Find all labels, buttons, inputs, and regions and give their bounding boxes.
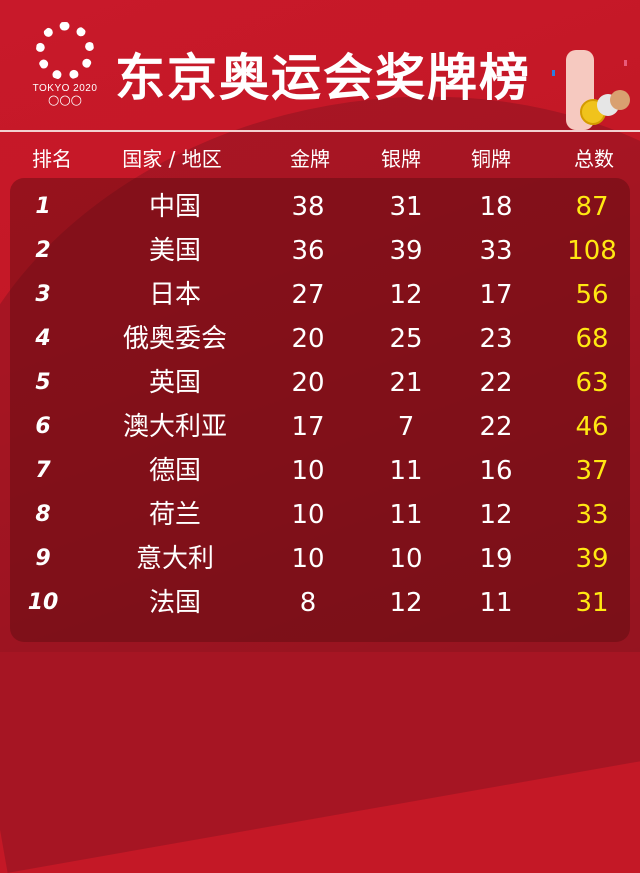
cell-bronze: 12 bbox=[479, 500, 513, 530]
cell-silver: 25 bbox=[389, 324, 423, 354]
cell-gold: 20 bbox=[291, 324, 325, 354]
col-rank: 排名 bbox=[32, 147, 72, 171]
table-row: 6 澳大利亚 17 7 22 46 bbox=[0, 405, 640, 449]
logo-text: TOKYO 2020 bbox=[32, 83, 98, 94]
cell-silver: 11 bbox=[389, 456, 423, 486]
cell-total: 39 bbox=[575, 544, 609, 574]
table-panel bbox=[10, 178, 630, 642]
cell-silver: 11 bbox=[389, 500, 423, 530]
cell-total: 68 bbox=[575, 324, 609, 354]
cell-total: 87 bbox=[575, 192, 609, 222]
cell-silver: 39 bbox=[389, 236, 423, 266]
col-gold: 金牌 bbox=[290, 147, 330, 171]
cell-rank: 4 bbox=[35, 326, 51, 351]
cell-rank: 1 bbox=[35, 194, 51, 219]
cell-silver: 10 bbox=[389, 544, 423, 574]
cell-gold: 8 bbox=[299, 588, 317, 618]
cell-total: 108 bbox=[567, 236, 617, 266]
cell-bronze: 17 bbox=[479, 280, 513, 310]
cell-rank: 8 bbox=[35, 502, 51, 527]
cell-country: 澳大利亚 bbox=[122, 412, 228, 442]
table-row: 1 中国 38 31 18 87 bbox=[0, 185, 640, 229]
cell-gold: 10 bbox=[291, 456, 325, 486]
table-row: 9 意大利 10 10 19 39 bbox=[0, 537, 640, 581]
cell-country: 英国 bbox=[148, 368, 202, 398]
cell-rank: 6 bbox=[35, 414, 51, 439]
cell-silver: 21 bbox=[389, 368, 423, 398]
cell-country: 法国 bbox=[148, 588, 202, 618]
cell-country: 日本 bbox=[148, 280, 202, 310]
cell-bronze: 33 bbox=[479, 236, 513, 266]
cell-bronze: 11 bbox=[479, 588, 513, 618]
cell-rank: 3 bbox=[35, 282, 51, 307]
page-title: 东京奥运会奖牌榜 bbox=[115, 49, 531, 107]
tokyo-2020-logo: TOKYO 2020 ○○○ bbox=[30, 22, 100, 122]
table-row: 7 德国 10 11 16 37 bbox=[0, 449, 640, 493]
cell-rank: 7 bbox=[35, 458, 51, 483]
cell-silver: 31 bbox=[389, 192, 423, 222]
cell-country: 中国 bbox=[148, 192, 202, 222]
cell-silver: 7 bbox=[397, 412, 415, 442]
col-bronze: 铜牌 bbox=[471, 147, 511, 171]
cell-rank: 10 bbox=[27, 590, 59, 615]
cell-gold: 10 bbox=[291, 544, 325, 574]
cell-country: 意大利 bbox=[135, 544, 215, 574]
cell-country: 德国 bbox=[148, 456, 202, 486]
cell-silver: 12 bbox=[389, 280, 423, 310]
cell-total: 33 bbox=[575, 500, 609, 530]
emblem-icon bbox=[36, 22, 94, 80]
cell-gold: 17 bbox=[291, 412, 325, 442]
table-row: 3 日本 27 12 17 56 bbox=[0, 273, 640, 317]
col-country: 国家 / 地区 bbox=[122, 147, 222, 171]
cell-bronze: 16 bbox=[479, 456, 513, 486]
table-row: 10 法国 8 12 11 31 bbox=[0, 581, 640, 625]
cell-total: 31 bbox=[575, 588, 609, 618]
cell-country: 俄奥委会 bbox=[122, 324, 228, 354]
table-header: 排名 国家 / 地区 金牌 银牌 铜牌 总数 bbox=[0, 143, 640, 173]
cell-bronze: 18 bbox=[479, 192, 513, 222]
cell-country: 荷兰 bbox=[148, 500, 202, 530]
cell-gold: 10 bbox=[291, 500, 325, 530]
cell-silver: 12 bbox=[389, 588, 423, 618]
fist-medals-icon bbox=[552, 50, 630, 130]
cell-rank: 2 bbox=[35, 238, 51, 263]
olympic-rings-icon: ○○○ bbox=[47, 93, 83, 108]
cell-country: 美国 bbox=[148, 236, 202, 266]
cell-total: 56 bbox=[575, 280, 609, 310]
cell-gold: 36 bbox=[291, 236, 325, 266]
cell-gold: 38 bbox=[291, 192, 325, 222]
cell-rank: 5 bbox=[35, 370, 51, 395]
table-row: 4 俄奥委会 20 25 23 68 bbox=[0, 317, 640, 361]
header-divider bbox=[0, 130, 640, 132]
cell-total: 37 bbox=[575, 456, 609, 486]
cell-bronze: 22 bbox=[479, 368, 513, 398]
col-silver: 银牌 bbox=[381, 147, 421, 171]
cell-rank: 9 bbox=[35, 546, 51, 571]
cell-bronze: 19 bbox=[479, 544, 513, 574]
table-row: 8 荷兰 10 11 12 33 bbox=[0, 493, 640, 537]
header: TOKYO 2020 ○○○ 东京奥运会奖牌榜 bbox=[0, 0, 640, 131]
cell-bronze: 22 bbox=[479, 412, 513, 442]
cell-gold: 20 bbox=[291, 368, 325, 398]
cell-total: 46 bbox=[575, 412, 609, 442]
table-row: 2 美国 36 39 33 108 bbox=[0, 229, 640, 273]
col-total: 总数 bbox=[574, 147, 614, 171]
cell-total: 63 bbox=[575, 368, 609, 398]
table-row: 5 英国 20 21 22 63 bbox=[0, 361, 640, 405]
cell-gold: 27 bbox=[291, 280, 325, 310]
cell-bronze: 23 bbox=[479, 324, 513, 354]
